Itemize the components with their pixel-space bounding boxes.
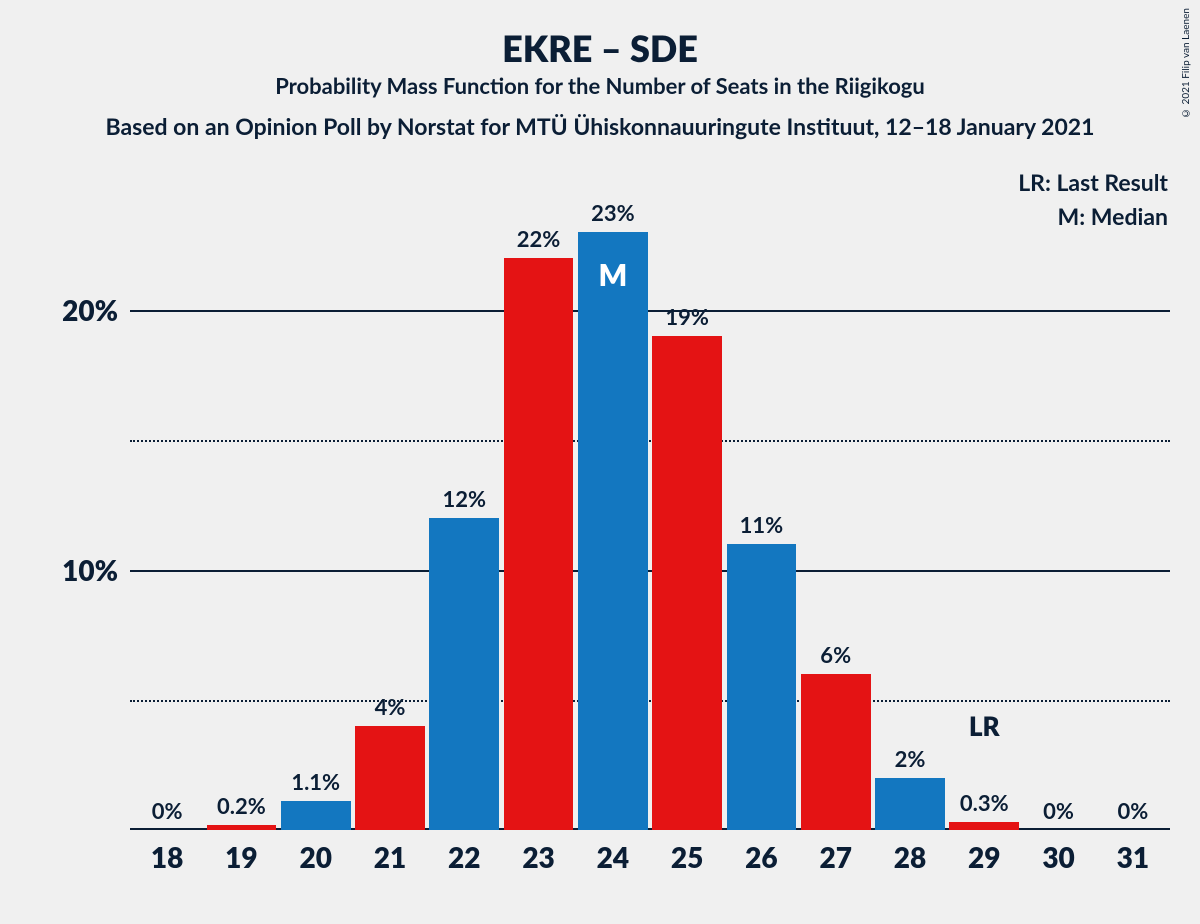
chart-source: Based on an Opinion Poll by Norstat for … xyxy=(0,112,1200,140)
x-tick-label: 18 xyxy=(151,840,183,874)
x-tick-label: 31 xyxy=(1117,840,1149,874)
x-tick-label: 30 xyxy=(1042,840,1074,874)
x-tick-label: 24 xyxy=(597,840,629,874)
bar: 6% xyxy=(801,674,871,830)
bar-value-label: 6% xyxy=(820,641,851,668)
x-tick-label: 25 xyxy=(671,840,703,874)
x-tick-label: 22 xyxy=(448,840,480,874)
bar: 11% xyxy=(727,544,797,830)
bar: 12% xyxy=(429,518,499,830)
chart-container: EKRE – SDE Probability Mass Function for… xyxy=(0,0,1200,924)
bar: 0.2% xyxy=(207,825,277,830)
bar: 0.3% xyxy=(949,822,1019,830)
bar: 22% xyxy=(504,258,574,830)
bar-value-label: 0.2% xyxy=(217,792,266,819)
bar-value-label: 0% xyxy=(1043,797,1074,824)
x-tick-label: 29 xyxy=(968,840,1000,874)
y-tick-label: 10% xyxy=(62,553,118,587)
bar-value-label: 11% xyxy=(740,511,784,538)
x-tick-label: 27 xyxy=(819,840,851,874)
bar-value-label: 12% xyxy=(442,485,486,512)
gridline-major xyxy=(130,570,1170,572)
lr-label: LR xyxy=(969,710,1000,742)
bar-value-label: 22% xyxy=(517,225,561,252)
x-tick-label: 20 xyxy=(299,840,331,874)
bar: 19% xyxy=(652,336,722,830)
chart-title: EKRE – SDE xyxy=(0,26,1200,70)
bar-value-label: 2% xyxy=(895,745,926,772)
bar-value-label: 1.1% xyxy=(291,768,340,795)
gridline-minor xyxy=(130,440,1170,442)
bar: 4% xyxy=(355,726,425,830)
bar: 1.1% xyxy=(281,801,351,830)
median-marker: M xyxy=(598,257,627,293)
bar-value-label: 0% xyxy=(152,797,183,824)
bar-value-label: 19% xyxy=(665,303,709,330)
x-tick-label: 21 xyxy=(374,840,406,874)
bar: 23%M xyxy=(578,232,648,830)
gridline-minor xyxy=(130,700,1170,702)
x-tick-label: 28 xyxy=(894,840,926,874)
copyright-text: © 2021 Filip van Laenen xyxy=(1180,8,1192,119)
y-tick-label: 20% xyxy=(62,293,118,327)
gridline-major xyxy=(130,310,1170,312)
plot-area: 10%20%0%180.2%191.1%204%2112%2222%2323%M… xyxy=(130,180,1170,830)
bar-value-label: 4% xyxy=(375,693,406,720)
chart-subtitle: Probability Mass Function for the Number… xyxy=(0,72,1200,99)
x-tick-label: 23 xyxy=(522,840,554,874)
x-tick-label: 19 xyxy=(225,840,257,874)
bar-value-label: 23% xyxy=(591,199,635,226)
bar: 2% xyxy=(875,778,945,830)
x-tick-label: 26 xyxy=(745,840,777,874)
bar-value-label: 0% xyxy=(1117,797,1148,824)
bar-value-label: 0.3% xyxy=(960,789,1009,816)
